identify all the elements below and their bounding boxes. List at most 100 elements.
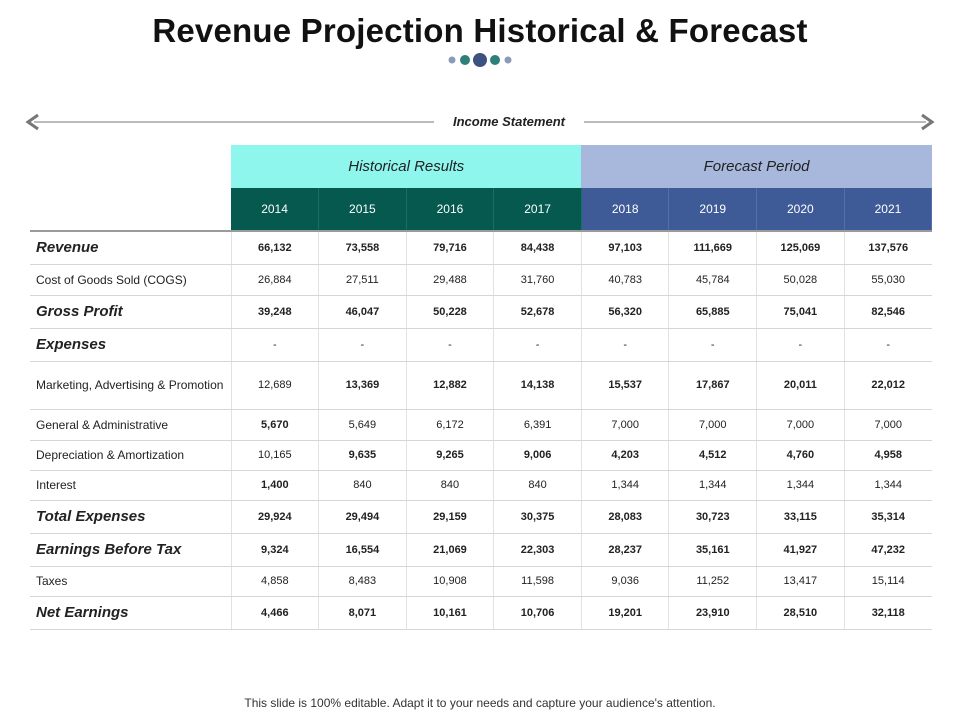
dot-small-left: [448, 56, 456, 64]
value-cell: 9,265: [405, 440, 494, 471]
value-cell: 40,783: [580, 264, 669, 296]
row-label: Gross Profit: [30, 295, 231, 329]
value-cell: 26,884: [230, 264, 319, 296]
table-row: Marketing, Advertising & Promotion 12,689…: [30, 361, 932, 410]
value-cell: 75,041: [756, 295, 845, 329]
dot-medium-right: [490, 55, 500, 65]
value-cell: 29,494: [318, 500, 407, 534]
value-cell: 55,030: [843, 264, 932, 296]
footer-note: This slide is 100% editable. Adapt it to…: [244, 696, 716, 710]
row-label: Taxes: [30, 566, 231, 597]
value-cell: 19,201: [580, 596, 669, 630]
value-cell: 9,635: [318, 440, 407, 471]
income-statement-arrow: Income Statement: [24, 110, 936, 134]
year-header: 2020: [756, 188, 845, 231]
value-cell: 32,118: [843, 596, 932, 630]
value-cell: 45,784: [668, 264, 757, 296]
forecast-period-header: Forecast Period: [581, 145, 932, 188]
value-cell: -: [318, 328, 407, 362]
value-cell: 84,438: [493, 230, 582, 265]
value-cell: 22,012: [843, 361, 932, 410]
value-cell: 82,546: [843, 295, 932, 329]
value-cell: -: [493, 328, 582, 362]
value-cell: 1,344: [756, 470, 845, 501]
value-cell: 21,069: [405, 533, 494, 567]
value-cell: 9,036: [580, 566, 669, 597]
dot-large-center: [473, 53, 487, 67]
value-cell: 66,132: [230, 230, 319, 265]
value-cell: 41,927: [756, 533, 845, 567]
value-cell: 15,114: [843, 566, 932, 597]
row-label: Earnings Before Tax: [30, 533, 231, 567]
value-cell: 4,466: [230, 596, 319, 630]
value-cell: 11,598: [493, 566, 582, 597]
table-row: Revenue 66,132 73,558 79,716 84,438 97,103 111…: [30, 230, 932, 265]
value-cell: 5,649: [318, 409, 407, 441]
value-cell: 46,047: [318, 295, 407, 329]
value-cell: 28,510: [756, 596, 845, 630]
table-row: Expenses - - - - - - - -: [30, 328, 932, 362]
value-cell: 15,537: [580, 361, 669, 410]
value-cell: 4,203: [580, 440, 669, 471]
value-cell: 47,232: [843, 533, 932, 567]
value-cell: 11,252: [668, 566, 757, 597]
year-header: 2014: [231, 188, 320, 231]
table-row: Total Expenses 29,924 29,494 29,159 30,375 28…: [30, 500, 932, 534]
value-cell: 33,115: [756, 500, 845, 534]
value-cell: 30,375: [493, 500, 582, 534]
table-row: Taxes 4,858 8,483 10,908 11,598 9,036 11,252 13…: [30, 566, 932, 597]
year-header: 2019: [668, 188, 758, 231]
value-cell: 17,867: [668, 361, 757, 410]
year-header: 2017: [493, 188, 582, 231]
value-cell: 7,000: [756, 409, 845, 441]
value-cell: 97,103: [580, 230, 669, 265]
row-label: General & Administrative: [30, 409, 231, 441]
value-cell: -: [230, 328, 319, 362]
value-cell: 10,165: [230, 440, 319, 471]
value-cell: 13,417: [756, 566, 845, 597]
value-cell: 10,161: [405, 596, 494, 630]
table-row: Net Earnings 4,466 8,071 10,161 10,706 19,201…: [30, 596, 932, 630]
year-header: 2015: [318, 188, 407, 231]
value-cell: 1,344: [580, 470, 669, 501]
value-cell: 27,511: [318, 264, 407, 296]
value-cell: 12,689: [230, 361, 319, 410]
value-cell: 13,369: [318, 361, 407, 410]
row-label: Expenses: [30, 328, 231, 362]
value-cell: 12,882: [405, 361, 494, 410]
value-cell: -: [756, 328, 845, 362]
row-label: Interest: [30, 470, 231, 501]
row-label: Net Earnings: [30, 596, 231, 630]
value-cell: 6,172: [405, 409, 494, 441]
row-label: Cost of Goods Sold (COGS): [30, 264, 231, 296]
row-label: Total Expenses: [30, 500, 231, 534]
value-cell: 35,314: [843, 500, 932, 534]
year-header: 2018: [581, 188, 670, 231]
value-cell: 16,554: [318, 533, 407, 567]
income-statement-label: Income Statement: [434, 114, 584, 129]
value-cell: -: [843, 328, 932, 362]
table-row: General & Administrative 5,670 5,649 6,172 6…: [30, 409, 932, 441]
income-statement-table: Historical Results Forecast Period 2014 …: [30, 145, 933, 630]
table-body: Revenue 66,132 73,558 79,716 84,438 97,103 111…: [30, 230, 932, 630]
value-cell: 73,558: [318, 230, 407, 265]
row-label: Marketing, Advertising & Promotion: [30, 361, 231, 410]
value-cell: 137,576: [843, 230, 932, 265]
group-header-row: Historical Results Forecast Period: [30, 145, 932, 188]
value-cell: 9,006: [493, 440, 582, 471]
value-cell: 5,670: [230, 409, 319, 441]
value-cell: 31,760: [493, 264, 582, 296]
value-cell: 39,248: [230, 295, 319, 329]
value-cell: 52,678: [493, 295, 582, 329]
value-cell: -: [405, 328, 494, 362]
value-cell: 8,071: [318, 596, 407, 630]
slide-title: Revenue Projection Historical & Forecast: [152, 12, 808, 49]
value-cell: 22,303: [493, 533, 582, 567]
value-cell: 28,083: [580, 500, 669, 534]
year-header-row: 2014 2015 2016 2017 2018 2019 2020 2021: [30, 188, 933, 231]
table-row: Interest 1,400 840 840 840 1,344 1,344 1,344 1,3…: [30, 470, 932, 501]
value-cell: 20,011: [756, 361, 845, 410]
value-cell: 4,512: [668, 440, 757, 471]
year-header: 2016: [406, 188, 495, 231]
value-cell: 35,161: [668, 533, 757, 567]
